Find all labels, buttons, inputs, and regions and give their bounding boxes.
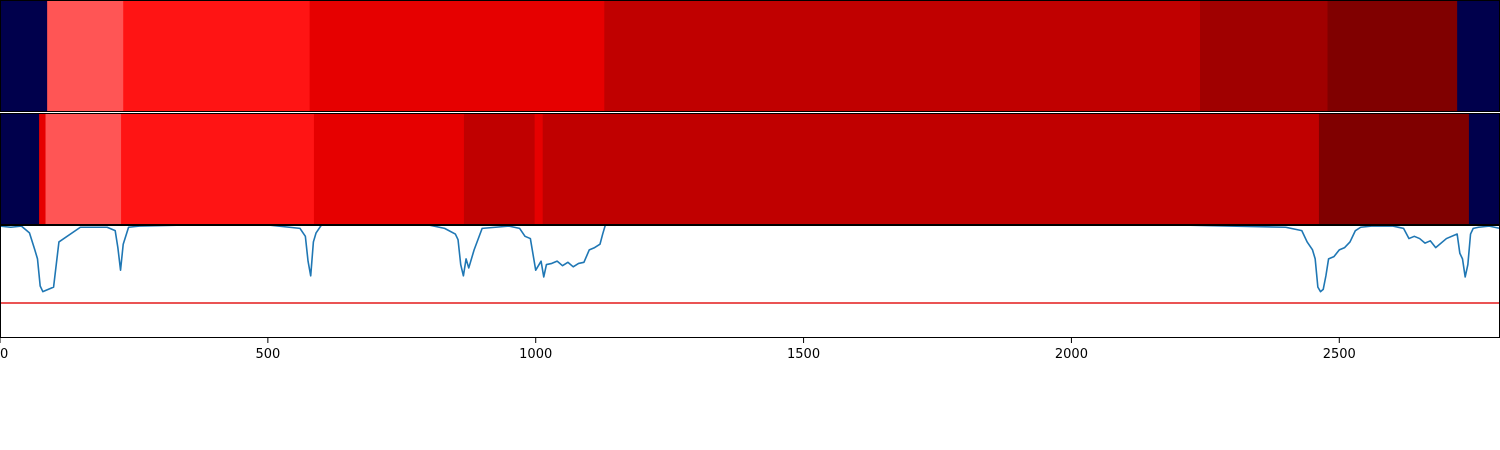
x-tick-label: 2500 [1323, 347, 1356, 362]
signal-series-line [0, 225, 1500, 293]
strip-segment-top-4 [604, 0, 1201, 112]
strip-segment-bottom-8 [1318, 113, 1470, 225]
strip-segment-top-2 [123, 0, 311, 112]
x-tick-label: 500 [255, 347, 280, 362]
strip-segment-bottom-3 [121, 113, 315, 225]
top-segment-strip [0, 0, 1500, 112]
strip-segment-top-1 [47, 0, 124, 112]
strip-segment-top-6 [1327, 0, 1458, 112]
strip-segment-bottom-2 [45, 113, 122, 225]
strip-segment-bottom-1 [39, 113, 47, 225]
x-tick-label: 0 [0, 347, 8, 362]
x-axis-ticks: 0 500 1000 1500 2000 2500 [0, 338, 1356, 362]
panel-frame-2 [0, 225, 1500, 338]
bottom-segment-strip [0, 113, 1500, 225]
strip-segment-top-7 [1457, 0, 1500, 112]
strip-segment-bottom-6 [534, 113, 544, 225]
x-tick-label: 1500 [787, 347, 820, 362]
strip-segment-top-3 [309, 0, 605, 112]
strip-segment-bottom-9 [1468, 113, 1500, 225]
strip-segment-bottom-7 [542, 113, 1320, 225]
signal-plot [0, 225, 1500, 304]
strip-segment-top-0 [0, 0, 48, 112]
x-tick-label: 1000 [519, 347, 552, 362]
strip-segment-bottom-4 [313, 113, 465, 225]
x-tick-label: 2000 [1055, 347, 1088, 362]
strip-segment-bottom-5 [463, 113, 536, 225]
strip-segment-top-5 [1200, 0, 1328, 112]
strip-segment-bottom-0 [0, 113, 40, 225]
